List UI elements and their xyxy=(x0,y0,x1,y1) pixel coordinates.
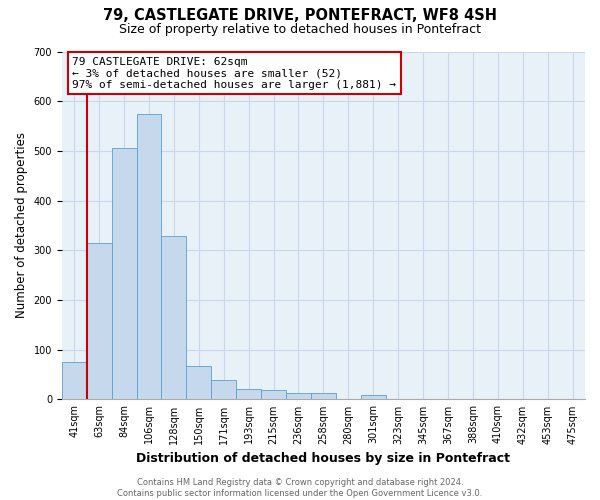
Bar xyxy=(361,396,386,400)
Bar xyxy=(311,394,336,400)
Text: Size of property relative to detached houses in Pontefract: Size of property relative to detached ho… xyxy=(119,22,481,36)
Bar xyxy=(137,114,161,400)
X-axis label: Distribution of detached houses by size in Pontefract: Distribution of detached houses by size … xyxy=(136,452,511,465)
Bar xyxy=(261,390,286,400)
Bar xyxy=(236,390,261,400)
Bar xyxy=(286,394,311,400)
Bar xyxy=(86,243,112,400)
Bar xyxy=(62,362,86,400)
Bar xyxy=(187,366,211,400)
Text: 79 CASTLEGATE DRIVE: 62sqm
← 3% of detached houses are smaller (52)
97% of semi-: 79 CASTLEGATE DRIVE: 62sqm ← 3% of detac… xyxy=(72,56,396,90)
Bar xyxy=(112,148,137,400)
Bar xyxy=(161,236,187,400)
Y-axis label: Number of detached properties: Number of detached properties xyxy=(15,132,28,318)
Bar xyxy=(211,380,236,400)
Text: Contains HM Land Registry data © Crown copyright and database right 2024.
Contai: Contains HM Land Registry data © Crown c… xyxy=(118,478,482,498)
Text: 79, CASTLEGATE DRIVE, PONTEFRACT, WF8 4SH: 79, CASTLEGATE DRIVE, PONTEFRACT, WF8 4S… xyxy=(103,8,497,22)
